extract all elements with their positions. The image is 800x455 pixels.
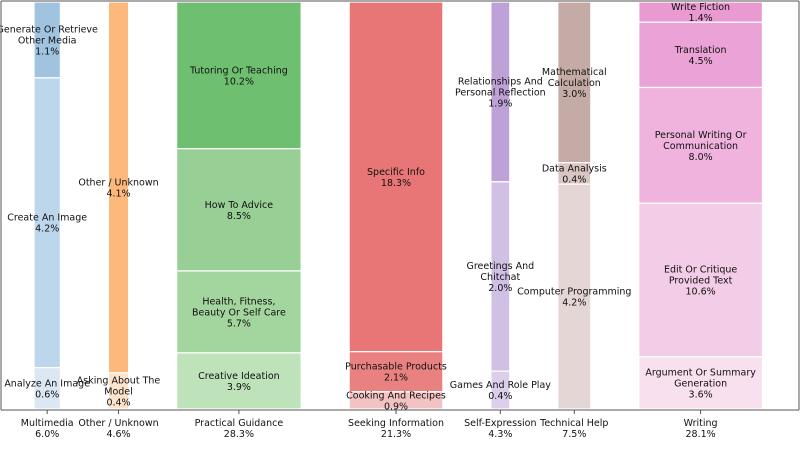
bar-segment xyxy=(557,183,592,410)
x-tick-label: Technical Help xyxy=(539,418,608,429)
segment-label: Creative Ideation xyxy=(198,371,280,382)
segment-label: 2.1% xyxy=(384,373,408,384)
bar-segment xyxy=(348,391,444,410)
bar-segment xyxy=(638,356,764,410)
segment-label: Computer Programming xyxy=(517,287,631,298)
segment-label: Specific Info xyxy=(367,167,425,178)
segment-label: 2.0% xyxy=(488,283,512,294)
bar-segment xyxy=(176,352,302,410)
bar-segment xyxy=(638,21,764,89)
bar-segment xyxy=(638,86,764,204)
segment-label: Personal Writing Or xyxy=(655,130,747,141)
x-tick-label: 6.0% xyxy=(35,429,59,440)
segment-label: 4.1% xyxy=(106,188,130,199)
segment-label: 3.0% xyxy=(562,89,586,100)
segment-label: 8.0% xyxy=(689,152,713,163)
segment-label: 10.2% xyxy=(224,76,254,87)
segment-label: Tutoring Or Teaching xyxy=(189,65,288,76)
x-tick-label: 7.5% xyxy=(562,429,586,440)
segment-label: Translation xyxy=(674,45,727,56)
bar-segment xyxy=(176,270,302,354)
segment-label: 8.5% xyxy=(227,211,251,222)
segment-label: 10.6% xyxy=(686,287,716,298)
segment-label: 5.7% xyxy=(227,318,251,329)
segment-label: 4.5% xyxy=(689,56,713,67)
bar-segment xyxy=(33,367,61,410)
segment-label: 1.1% xyxy=(35,46,59,57)
segment-label: Analyze An Image xyxy=(4,378,90,389)
segment-label: Relationships And xyxy=(458,76,543,87)
bars-layer xyxy=(33,1,764,410)
segment-label: 3.6% xyxy=(689,389,713,400)
segment-label: 1.4% xyxy=(689,13,713,24)
segment-label: 0.6% xyxy=(35,389,59,400)
bar-segment xyxy=(348,1,444,353)
segment-label: Chitchat xyxy=(480,272,520,283)
x-tick-label: Seeking Information xyxy=(348,418,444,429)
x-tick-label: Self-Expression xyxy=(464,418,536,429)
segment-label: Write Fiction xyxy=(671,2,730,13)
x-tick-label: Practical Guidance xyxy=(195,418,284,429)
segment-label: How To Advice xyxy=(205,200,274,211)
segment-label: 0.4% xyxy=(488,391,512,402)
segment-label: Beauty Or Self Care xyxy=(192,307,286,318)
x-tick-label: Multimedia xyxy=(21,418,74,429)
segment-label: 0.4% xyxy=(106,397,130,408)
segment-label: Health, Fitness, xyxy=(202,296,275,307)
x-tick-label: Writing xyxy=(684,418,718,429)
bar-segment xyxy=(33,1,61,79)
segment-label: Generation xyxy=(674,378,727,389)
segment-label: Other / Unknown xyxy=(78,177,158,188)
x-tick-label: 4.3% xyxy=(488,429,512,440)
segment-label: Create An Image xyxy=(7,213,87,224)
segment-label: Model xyxy=(104,386,133,397)
segment-label: Data Analysis xyxy=(542,163,607,174)
segment-label: Calculation xyxy=(548,78,601,89)
segment-label: Edit Or Critique xyxy=(664,265,737,276)
segment-label: 4.2% xyxy=(562,298,586,309)
segment-label: Purchasable Products xyxy=(345,362,447,373)
segment-label: Generate Or Retrieve xyxy=(0,24,98,35)
bar-segment xyxy=(490,370,511,410)
bar-segment xyxy=(176,1,302,150)
segment-label: Greetings And xyxy=(466,261,534,272)
x-tick-label: Other / Unknown xyxy=(78,418,158,429)
segment-label: 18.3% xyxy=(381,178,411,189)
segment-label: Personal Reflection xyxy=(455,87,546,98)
segment-label: Mathematical xyxy=(542,67,607,78)
segment-label: 0.4% xyxy=(562,174,586,185)
x-tick-label: 28.3% xyxy=(224,429,254,440)
x-tick-label: 28.1% xyxy=(686,429,716,440)
x-tick-label: 21.3% xyxy=(381,429,411,440)
segment-label: Games And Role Play xyxy=(450,380,552,391)
segment-label: 4.2% xyxy=(35,224,59,235)
segment-label: Asking About The xyxy=(77,375,161,386)
bar-segment xyxy=(107,372,130,410)
segment-label: 1.9% xyxy=(488,98,512,109)
segment-label: Other Media xyxy=(18,35,77,46)
bar-segment xyxy=(638,202,764,358)
x-tick-label: 4.6% xyxy=(106,429,130,440)
segment-label: Cooking And Recipes xyxy=(346,390,446,401)
segment-label: 0.9% xyxy=(384,401,408,412)
segment-label: Provided Text xyxy=(669,276,733,287)
segment-label: Argument Or Summary xyxy=(645,367,756,378)
segment-label: 3.9% xyxy=(227,382,251,393)
segment-label: Communication xyxy=(663,141,738,152)
bar-segment xyxy=(33,77,61,369)
bar-segment xyxy=(557,1,592,164)
bar-segment xyxy=(176,148,302,272)
